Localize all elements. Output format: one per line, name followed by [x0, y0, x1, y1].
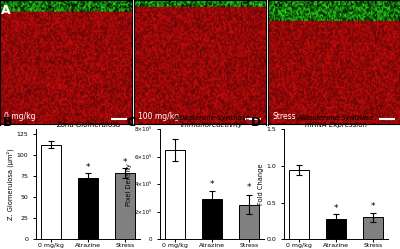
Text: 100 mg/kg: 100 mg/kg — [138, 112, 179, 121]
Text: *: * — [371, 202, 375, 211]
Text: B: B — [3, 116, 12, 129]
Bar — [289, 170, 309, 239]
Bar — [115, 173, 135, 239]
Text: *: * — [334, 204, 338, 213]
Bar — [202, 199, 222, 239]
Title: Aldosterone Synthase
Immunoreactivity: Aldosterone Synthase Immunoreactivity — [174, 115, 250, 128]
Title: Aldosterone Synthase
mRNA Expression: Aldosterone Synthase mRNA Expression — [298, 115, 374, 128]
Text: C: C — [127, 116, 136, 129]
Text: *: * — [210, 180, 214, 189]
Text: A: A — [1, 4, 11, 17]
Text: D: D — [251, 116, 261, 129]
Bar — [41, 145, 61, 239]
Text: *: * — [86, 163, 90, 172]
Y-axis label: Z. Glomerulosa (μm²): Z. Glomerulosa (μm²) — [6, 148, 14, 220]
Bar — [239, 205, 259, 239]
Bar — [78, 178, 98, 239]
Bar — [363, 217, 383, 239]
Text: 0 mg/kg: 0 mg/kg — [4, 112, 36, 121]
Text: *: * — [123, 158, 127, 167]
Bar — [326, 219, 346, 239]
Y-axis label: Pixel Density: Pixel Density — [126, 163, 132, 206]
Y-axis label: Fold Change: Fold Change — [258, 164, 264, 205]
Title: Zona Glomerulosa: Zona Glomerulosa — [56, 122, 120, 128]
Text: Stress: Stress — [272, 112, 296, 121]
Bar — [165, 150, 185, 239]
Text: *: * — [247, 183, 251, 192]
